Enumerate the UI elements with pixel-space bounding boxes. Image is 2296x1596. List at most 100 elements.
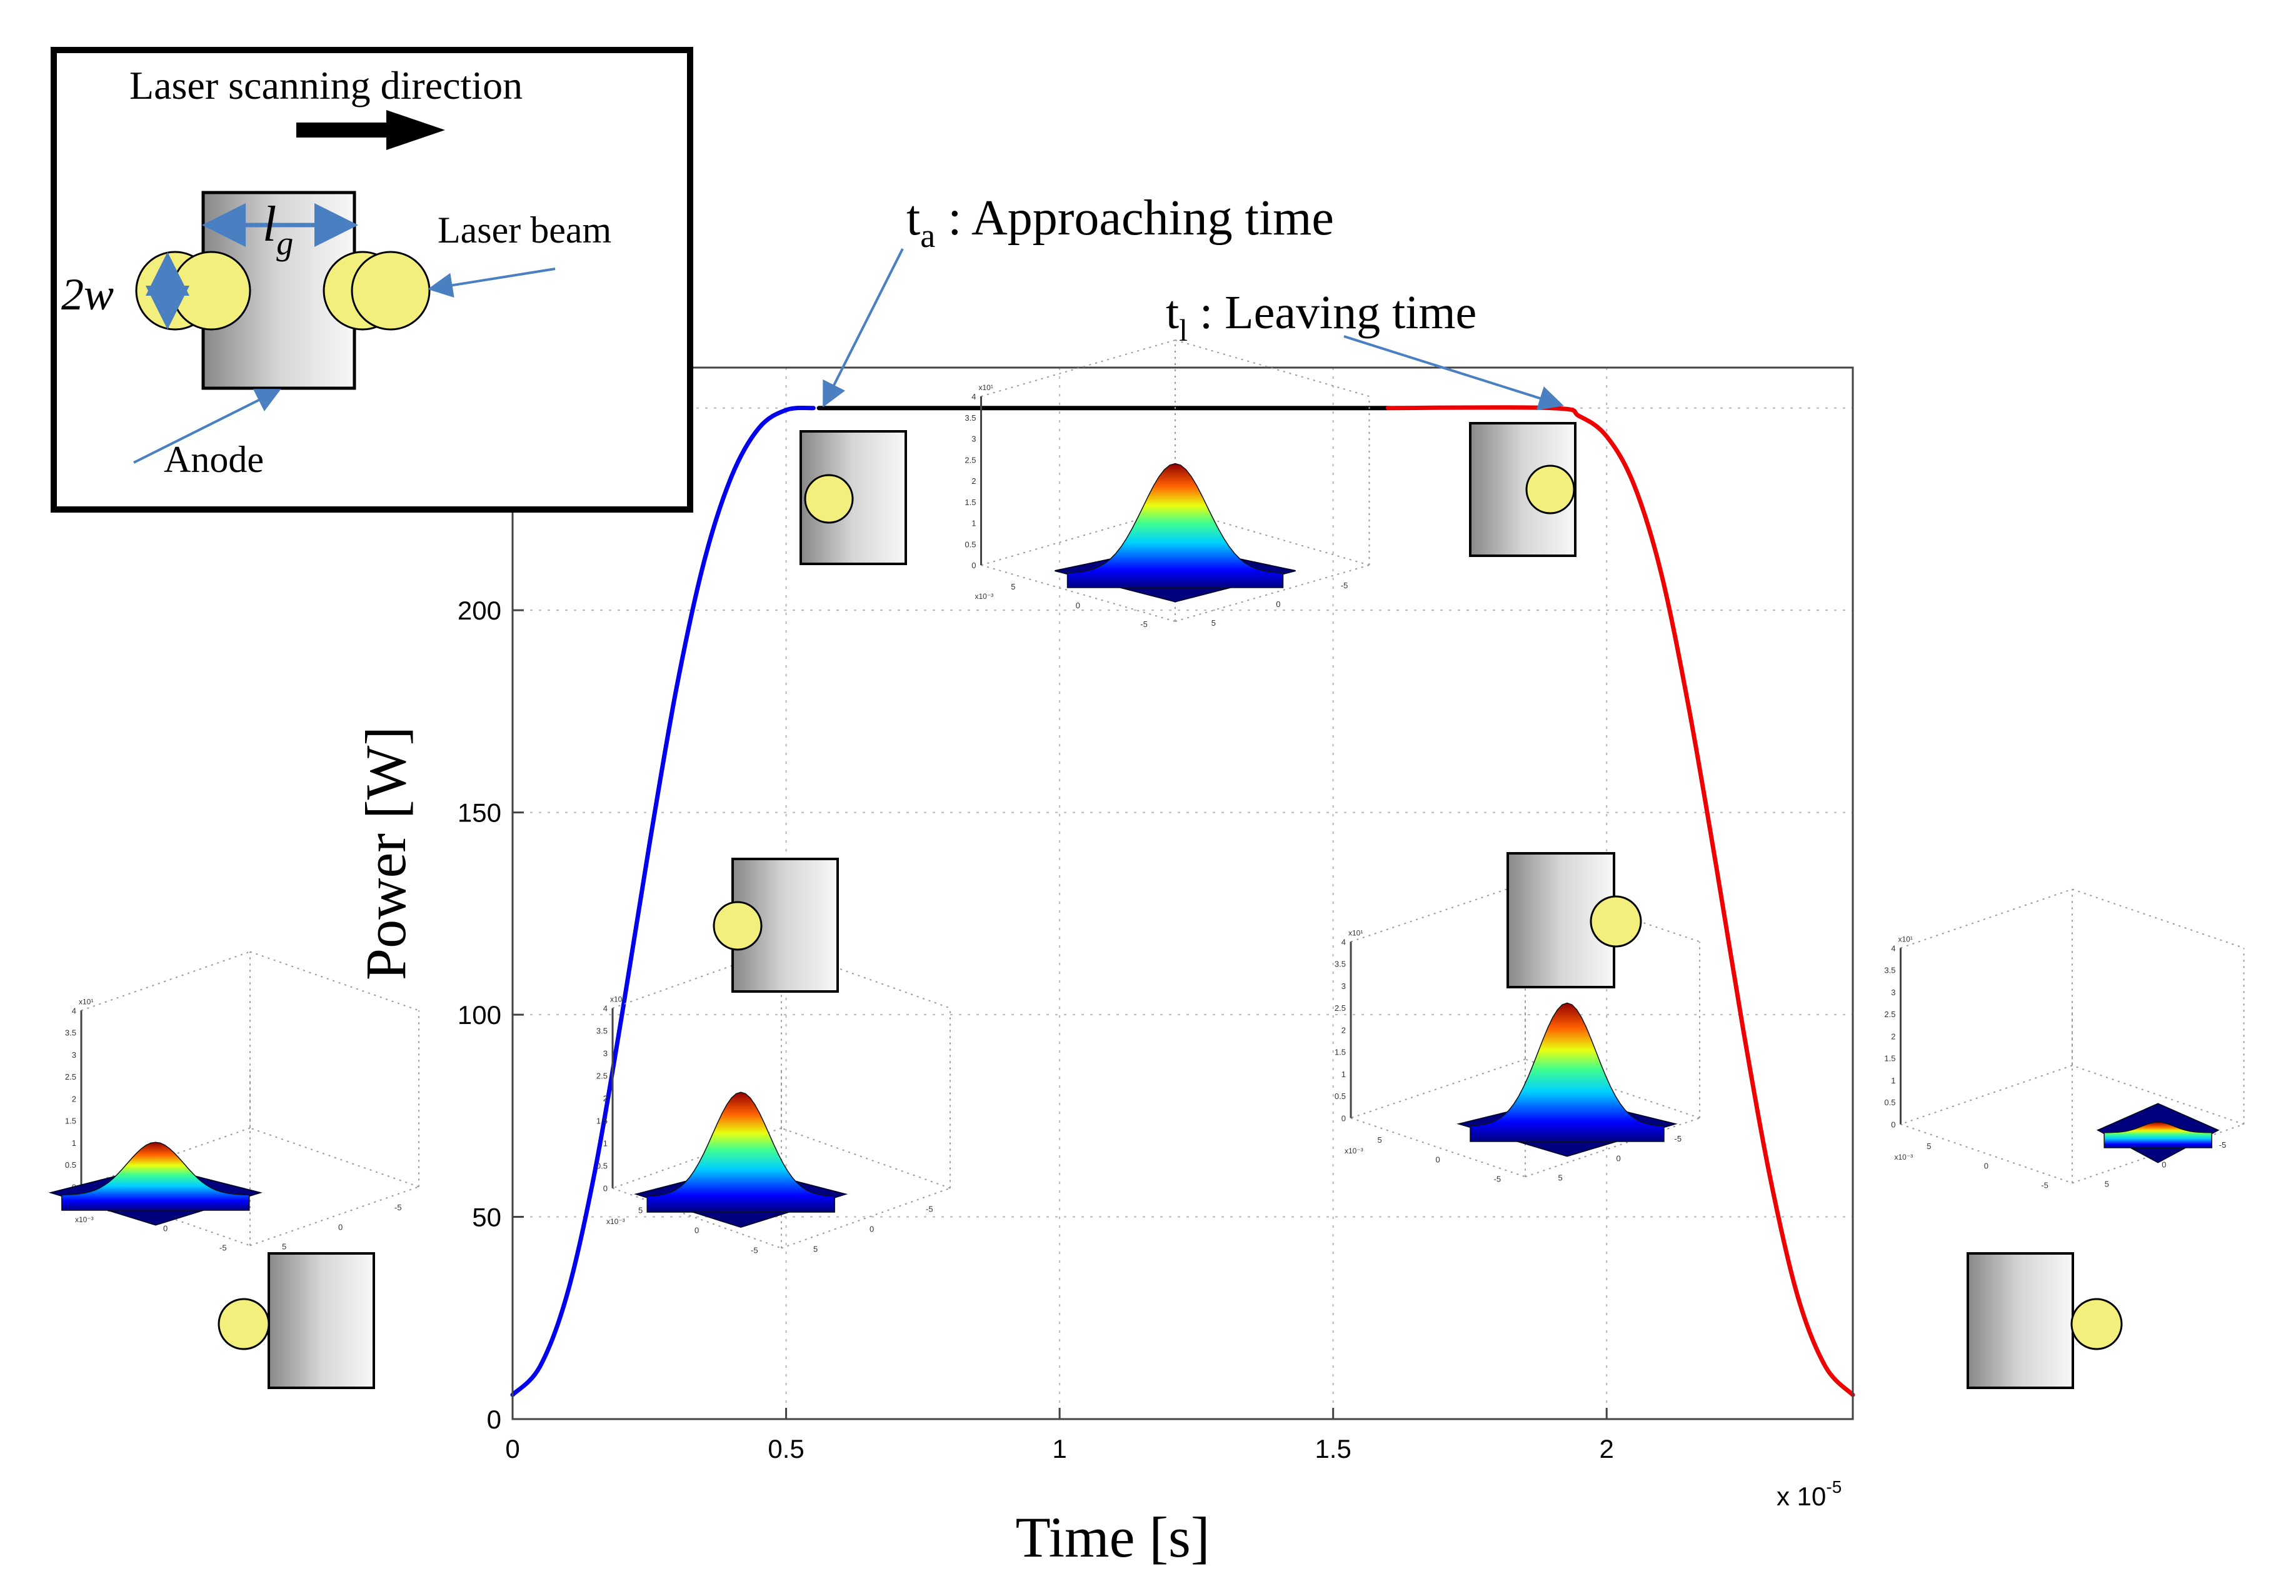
mini-axis-line xyxy=(2072,888,2244,949)
leaving-time-label: tl : Leaving time xyxy=(1166,286,1476,348)
x-tick-label: 1 xyxy=(1052,1434,1066,1463)
approaching-time-annotation: ta : Approaching time xyxy=(823,191,1334,408)
mini-xy-tick-label: 0 xyxy=(1436,1155,1440,1164)
mini-xy-tick-label: 0 xyxy=(2162,1160,2166,1169)
position-icon-inside-start xyxy=(800,430,907,565)
laser-beam-arrow xyxy=(428,268,556,298)
mini-z-tick-label: 1 xyxy=(72,1138,76,1148)
mini-z-tick-label: 1.5 xyxy=(596,1117,608,1126)
mini-z-tick-label: 3.5 xyxy=(65,1028,76,1038)
leaving-time-text: : Leaving time xyxy=(1188,286,1476,339)
mini-xy-scale: x10⁻³ xyxy=(975,592,994,601)
mini-xy-tick-label: -5 xyxy=(394,1203,402,1212)
mini-z-tick-label: 2 xyxy=(1341,1025,1346,1035)
mini-z-tick-label: 2.5 xyxy=(1335,1003,1346,1013)
mini-xy-tick-label: 0 xyxy=(1276,600,1280,609)
laser-beam-icon xyxy=(218,1298,270,1350)
mini-xy-tick-label: -5 xyxy=(1140,620,1148,629)
mini-z-tick-label: 1.5 xyxy=(1335,1048,1346,1057)
mini-z-tick-label: 3 xyxy=(1891,988,1895,997)
position-icon-after xyxy=(1967,1252,2123,1389)
mini-xy-tick-label: 0 xyxy=(1617,1153,1621,1163)
power-time-plot: 00.511.52 050100150200250 Time [s] Power… xyxy=(354,366,1855,1569)
series-line-leaving xyxy=(1385,405,1855,1397)
mini-axis-line xyxy=(1900,1065,2073,1125)
mini-xy-tick-label: 5 xyxy=(1558,1173,1563,1183)
mini-z-tick-label: 0 xyxy=(971,561,976,570)
mini-z-tick-label: 2 xyxy=(603,1094,608,1103)
leaving-time-symbol: t xyxy=(1166,286,1179,339)
mini-z-tick-label: 3 xyxy=(971,434,976,444)
mini-axis-line xyxy=(981,339,1176,397)
scanning-direction-arrow-icon xyxy=(296,110,445,150)
mini-z-tick-label: 3.5 xyxy=(1884,966,1895,975)
position-icon-inside-end xyxy=(1469,422,1577,557)
mini-z-tick-label: 0.5 xyxy=(1884,1098,1895,1107)
y-tick-label: 0 xyxy=(487,1405,501,1434)
laser-beam-label: Laser beam xyxy=(438,209,611,251)
mini-axis-line xyxy=(2072,1065,2244,1125)
mini-z-tick-label: 0.5 xyxy=(596,1162,608,1171)
mini-xy-tick-label: -5 xyxy=(219,1243,227,1253)
x-axis-label: Time [s] xyxy=(1016,1505,1210,1569)
mini-z-tick-label: 3.5 xyxy=(596,1026,608,1036)
mini-z-tick-label: 1.5 xyxy=(965,498,976,507)
mini-z-scale: x10¹ xyxy=(610,995,624,1004)
mini-axis-line xyxy=(981,508,1176,566)
mini-xy-tick-label: 0 xyxy=(694,1226,699,1235)
mini-xy-tick-label: 5 xyxy=(1378,1135,1382,1145)
mini-z-tick-label: 2.5 xyxy=(65,1072,76,1082)
mini-axis-line xyxy=(249,951,419,1011)
position-icon-exiting xyxy=(1506,852,1642,988)
mini-axis-line xyxy=(1175,508,1370,566)
mini-xy-tick-label: 0 xyxy=(1984,1161,1988,1170)
laser-beam-icon xyxy=(804,474,854,524)
mini-xy-tick-label: -5 xyxy=(2041,1181,2048,1190)
mini-surface-peak xyxy=(1066,463,1284,588)
mini-xy-scale: x10⁻³ xyxy=(606,1217,625,1226)
mini-z-tick-label: 0.5 xyxy=(65,1160,76,1170)
x-multiplier-exponent: -5 xyxy=(1826,1477,1842,1497)
mini-z-tick-label: 3 xyxy=(1341,981,1346,991)
mini-z-tick-label: 3 xyxy=(72,1050,76,1060)
gap-length-symbol: l xyxy=(263,197,276,252)
mini-axis-line xyxy=(981,565,1176,622)
mini-z-tick-label: 0 xyxy=(1341,1113,1346,1123)
anode-arrow xyxy=(133,389,281,464)
mini-z-tick-label: 3.5 xyxy=(965,413,976,423)
y-tick-label: 100 xyxy=(458,1000,501,1030)
beam-width-label: 2w xyxy=(61,269,114,319)
plot-frame xyxy=(511,366,1854,1420)
mini-z-tick-label: 0 xyxy=(603,1184,608,1193)
laser-beam-icon xyxy=(1525,464,1575,514)
mini-xy-tick-label: 0 xyxy=(338,1222,343,1232)
mini-xy-scale: x10⁻³ xyxy=(1895,1153,1913,1162)
mini-z-tick-label: 2.5 xyxy=(965,455,976,464)
series-line-approaching xyxy=(510,405,816,1397)
series-group xyxy=(510,405,1855,1397)
mini-xy-tick-label: 5 xyxy=(282,1242,286,1252)
mini-z-scale: x10¹ xyxy=(979,383,993,392)
laser-beam-icon xyxy=(1590,895,1642,948)
mini-z-tick-label: 4 xyxy=(1891,943,1895,953)
mini-z-tick-label: 2 xyxy=(971,476,976,486)
mini-z-tick-label: 1 xyxy=(1891,1076,1895,1085)
y-tick-label: 200 xyxy=(458,596,501,625)
x-multiplier-base: x 10 xyxy=(1777,1482,1826,1511)
mini-xy-tick-label: 0 xyxy=(163,1223,168,1233)
mini-z-tick-label: 1 xyxy=(1341,1070,1346,1079)
mini-axis-line xyxy=(249,1186,419,1247)
mini-z-tick-label: 2.5 xyxy=(1884,1010,1895,1019)
leaving-time-annotation: tl : Leaving time xyxy=(1166,286,1564,411)
anode-icon xyxy=(268,1252,375,1389)
leaving-time-subscript: l xyxy=(1179,313,1188,348)
x-tick-label: 0 xyxy=(505,1434,519,1463)
y-tick-label: 150 xyxy=(458,798,501,828)
mini-xy-tick-label: -5 xyxy=(1494,1175,1501,1184)
mini-surface-peak xyxy=(2103,1122,2213,1148)
